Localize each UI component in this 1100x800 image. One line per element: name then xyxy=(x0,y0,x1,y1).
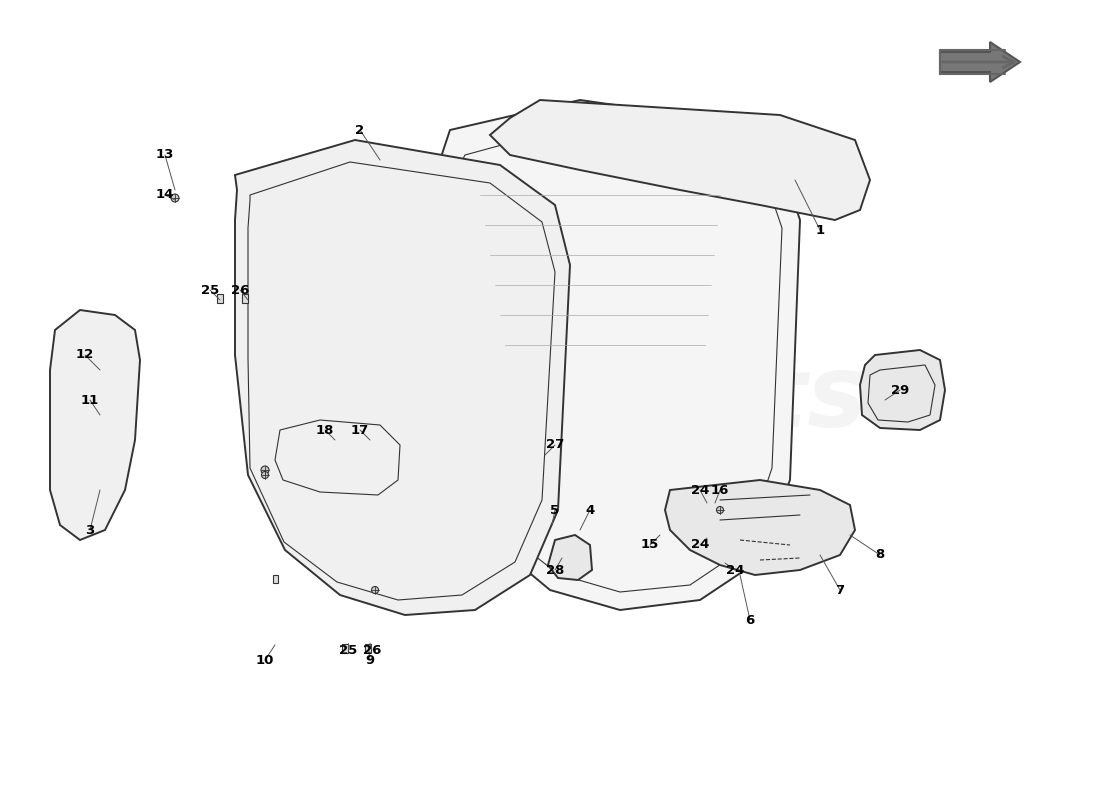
Polygon shape xyxy=(860,350,945,430)
Text: 25: 25 xyxy=(201,283,219,297)
Bar xyxy=(342,644,348,653)
Bar xyxy=(242,294,248,303)
Text: 28: 28 xyxy=(546,563,564,577)
Text: 25: 25 xyxy=(339,643,358,657)
Text: 9: 9 xyxy=(365,654,375,666)
Text: 24: 24 xyxy=(726,563,745,577)
Polygon shape xyxy=(235,140,570,615)
Text: 8: 8 xyxy=(876,549,884,562)
Circle shape xyxy=(262,471,268,478)
Circle shape xyxy=(261,466,270,474)
Text: a passion for parts since 1985: a passion for parts since 1985 xyxy=(319,455,781,485)
Text: 26: 26 xyxy=(231,283,250,297)
Polygon shape xyxy=(490,100,870,220)
Text: 4: 4 xyxy=(585,503,595,517)
Text: 14: 14 xyxy=(156,189,174,202)
Text: 2: 2 xyxy=(355,123,364,137)
Polygon shape xyxy=(430,100,800,610)
Circle shape xyxy=(372,586,378,594)
Polygon shape xyxy=(666,480,855,575)
Text: 5: 5 xyxy=(550,503,560,517)
Text: 13: 13 xyxy=(156,149,174,162)
Bar xyxy=(273,575,277,582)
Bar xyxy=(217,294,223,303)
Bar xyxy=(365,644,371,653)
Text: 7: 7 xyxy=(835,583,845,597)
Text: 26: 26 xyxy=(363,643,382,657)
Text: 15: 15 xyxy=(641,538,659,551)
Circle shape xyxy=(170,194,179,202)
Text: 16: 16 xyxy=(711,483,729,497)
Circle shape xyxy=(716,506,724,514)
Text: 27: 27 xyxy=(546,438,564,451)
Text: 17: 17 xyxy=(351,423,370,437)
Text: 3: 3 xyxy=(86,523,95,537)
Polygon shape xyxy=(50,310,140,540)
Text: 6: 6 xyxy=(746,614,755,626)
Text: 29: 29 xyxy=(891,383,909,397)
Text: 1: 1 xyxy=(815,223,825,237)
Polygon shape xyxy=(548,535,592,580)
Text: eurosports: eurosports xyxy=(253,351,867,449)
Text: 24: 24 xyxy=(691,483,710,497)
Text: 24: 24 xyxy=(691,538,710,551)
Polygon shape xyxy=(940,42,1020,82)
Text: 11: 11 xyxy=(81,394,99,406)
Text: 12: 12 xyxy=(76,349,95,362)
Text: 10: 10 xyxy=(256,654,274,666)
Text: 18: 18 xyxy=(316,423,334,437)
